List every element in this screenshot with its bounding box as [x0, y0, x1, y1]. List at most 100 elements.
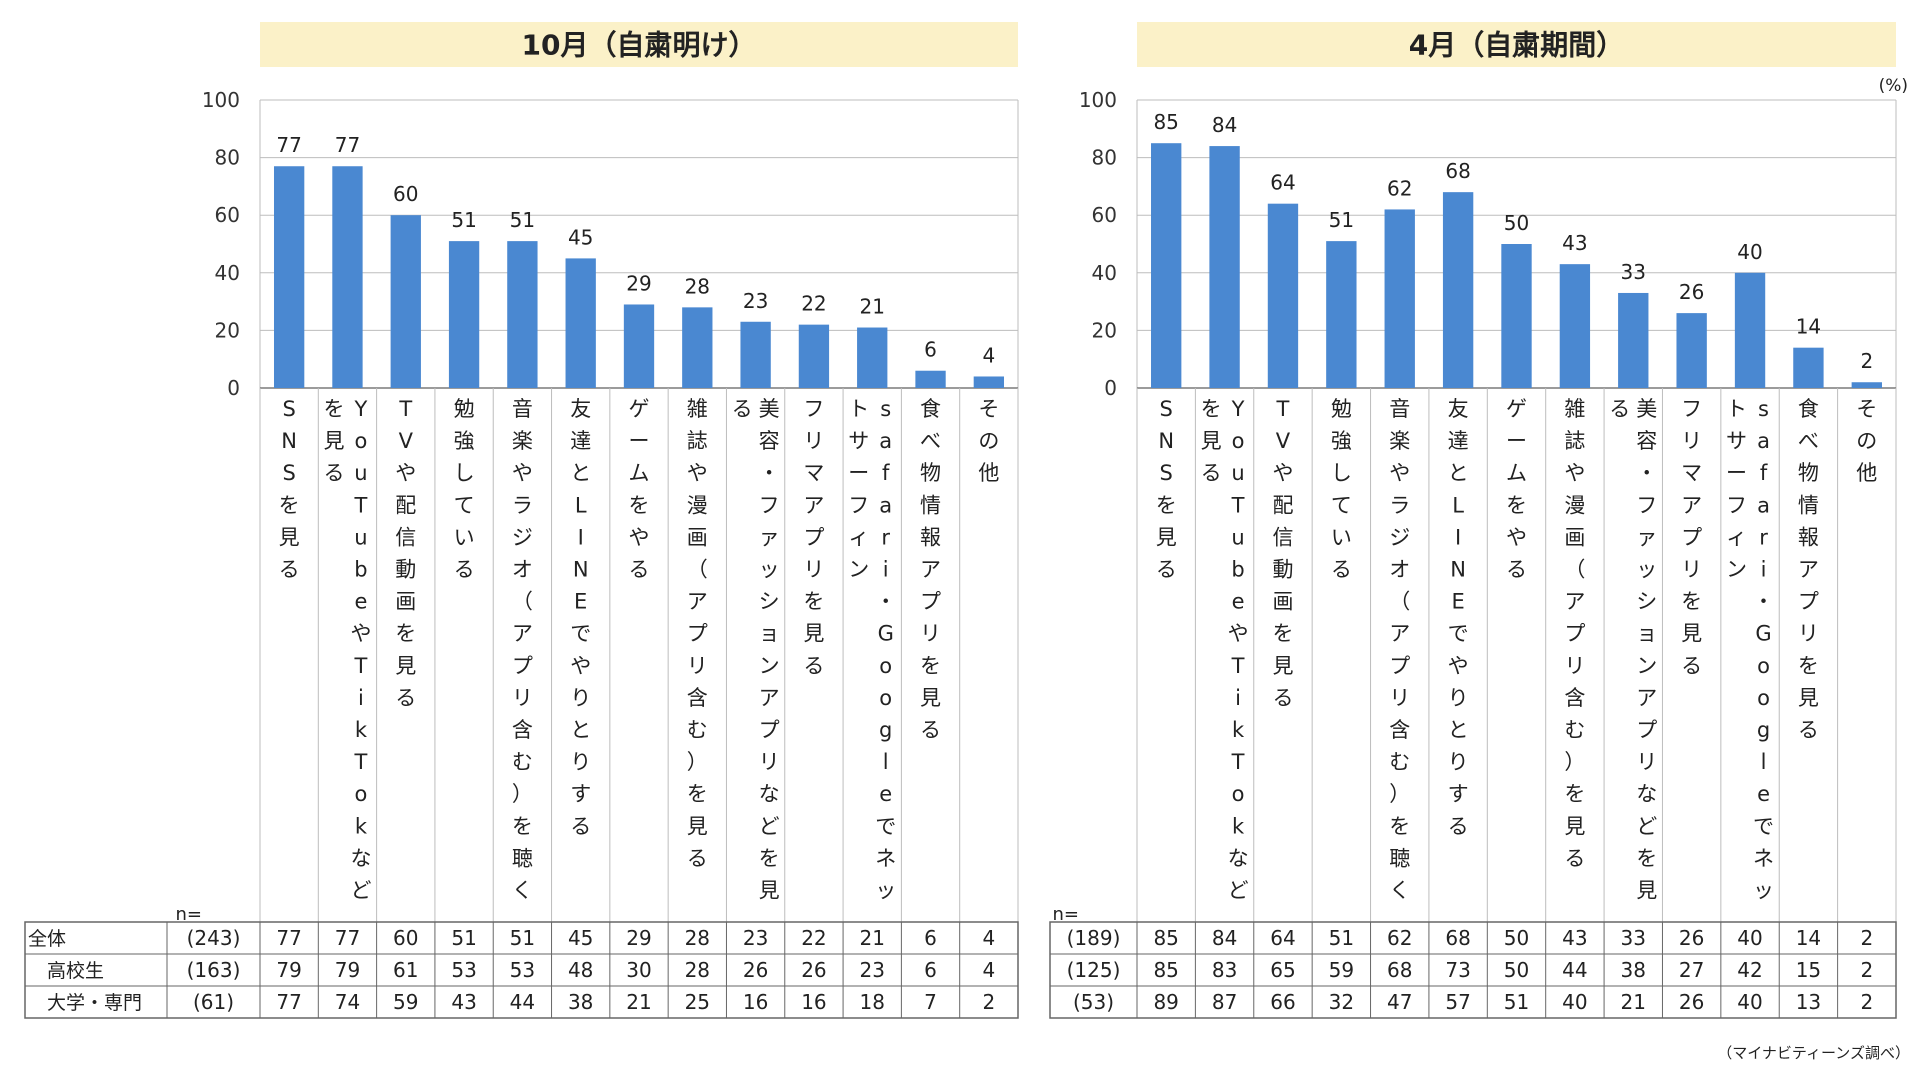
bar: [798, 324, 830, 388]
table-cell: 44: [510, 990, 535, 1014]
bar: [1384, 209, 1415, 388]
table-cell: 32: [1329, 990, 1354, 1014]
data-label: 40: [1737, 240, 1762, 264]
category-label: 雑誌や漫画（アプリ含む）を見る: [1564, 397, 1585, 870]
data-label: 23: [743, 289, 768, 313]
table-cell: 4: [982, 926, 995, 950]
table-cell: 77: [335, 926, 360, 950]
data-label: 14: [1796, 315, 1821, 339]
bar: [1267, 203, 1299, 388]
table-n-value: (163): [187, 958, 241, 982]
table-cell: 50: [1504, 926, 1529, 950]
table-n-value: (243): [187, 926, 241, 950]
category-label: ゲームをやる: [629, 397, 650, 582]
table-cell: 6: [924, 958, 937, 982]
table-cell: 74: [335, 990, 360, 1014]
bar: [915, 370, 946, 388]
bar: [973, 376, 1005, 388]
bar: [332, 166, 363, 388]
category-label: 雑誌や漫画（アプリ含む）を見る: [687, 397, 708, 870]
data-label: 28: [685, 274, 710, 298]
table-cell: 14: [1796, 926, 1821, 950]
table-cell: 27: [1679, 958, 1704, 982]
bar: [273, 166, 305, 388]
table-cell: 40: [1562, 990, 1587, 1014]
data-label: 22: [801, 292, 826, 316]
table-cell: 44: [1562, 958, 1587, 982]
table-n-value: (61): [193, 990, 234, 1014]
table-cell: 23: [743, 926, 768, 950]
y-tick-label: 0: [1104, 376, 1117, 400]
bar: [507, 241, 538, 388]
bar: [623, 304, 655, 388]
data-label: 51: [451, 208, 476, 232]
bar: [682, 307, 713, 388]
table-cell: 4: [982, 958, 995, 982]
table-cell: 33: [1621, 926, 1646, 950]
data-label: 21: [860, 295, 885, 319]
category-label: 美容・ファッションアプリなどを見: [759, 397, 780, 903]
bar: [565, 258, 596, 388]
table-cell: 89: [1153, 990, 1178, 1014]
data-label: 26: [1679, 280, 1704, 304]
table-cell: 23: [860, 958, 885, 982]
table-cell: 73: [1445, 958, 1470, 982]
table-cell: 85: [1153, 926, 1178, 950]
data-label: 62: [1387, 176, 1412, 200]
table-cell: 47: [1387, 990, 1412, 1014]
chart-title: 4月（自粛期間）: [1409, 29, 1624, 62]
table-cell: 22: [801, 926, 826, 950]
category-label: 友達と L I N E でやりとりする: [570, 397, 591, 838]
y-tick-label: 80: [1092, 146, 1117, 170]
y-tick-label: 60: [1092, 203, 1117, 227]
table-cell: 21: [626, 990, 651, 1014]
data-label: 45: [568, 225, 593, 249]
table-cell: 77: [276, 990, 301, 1014]
data-label: 29: [626, 271, 651, 295]
category-label: る: [732, 397, 753, 421]
category-label: S N S を見る: [1156, 397, 1177, 582]
table-row-label: 高校生: [47, 960, 104, 982]
data-label: 77: [335, 133, 360, 157]
table-cell: 38: [568, 990, 593, 1014]
table-cell: 77: [276, 926, 301, 950]
table-cell: 53: [451, 958, 476, 982]
chart-panel-2: 4月（自粛期間） (%) 0 20 40 60 80 100 85 84 64 51 62 68 50 43 3…: [1049, 22, 1908, 1019]
table-cell: 61: [393, 958, 418, 982]
table-n-value: (189): [1067, 926, 1121, 950]
table-cell: 51: [1504, 990, 1529, 1014]
category-label: 食べ物情報アプリを見る: [920, 397, 941, 742]
table-cell: 18: [860, 990, 885, 1014]
category-label: フリマアプリを見る: [803, 397, 824, 678]
table-cell: 6: [924, 926, 937, 950]
y-tick-label: 60: [215, 203, 240, 227]
table-cell: 7: [924, 990, 937, 1014]
table-cell: 50: [1504, 958, 1529, 982]
category-label: る: [1609, 397, 1630, 421]
table-cell: 51: [451, 926, 476, 950]
table-cell: 26: [1679, 990, 1704, 1014]
category-label: 勉強している: [454, 397, 475, 582]
data-label: 51: [1329, 208, 1354, 232]
table-cell: 43: [451, 990, 476, 1014]
table-cell: 16: [801, 990, 826, 1014]
category-label: 食べ物情報アプリを見る: [1798, 397, 1819, 742]
data-label: 51: [510, 208, 535, 232]
data-label: 85: [1153, 110, 1178, 134]
y-tick-label: 80: [215, 146, 240, 170]
table-cell: 21: [1621, 990, 1646, 1014]
table-cell: 48: [568, 958, 593, 982]
table-cell: 59: [1329, 958, 1354, 982]
category-label: T V や配信動画を見る: [395, 397, 416, 710]
table-cell: 68: [1445, 926, 1470, 950]
category-label: トサーフィン: [1726, 397, 1747, 582]
table-cell: 16: [743, 990, 768, 1014]
bar: [1676, 313, 1707, 388]
bar: [448, 241, 480, 388]
y-tick-label: 100: [202, 88, 240, 112]
table-cell: 21: [860, 926, 885, 950]
bar: [1151, 143, 1182, 388]
